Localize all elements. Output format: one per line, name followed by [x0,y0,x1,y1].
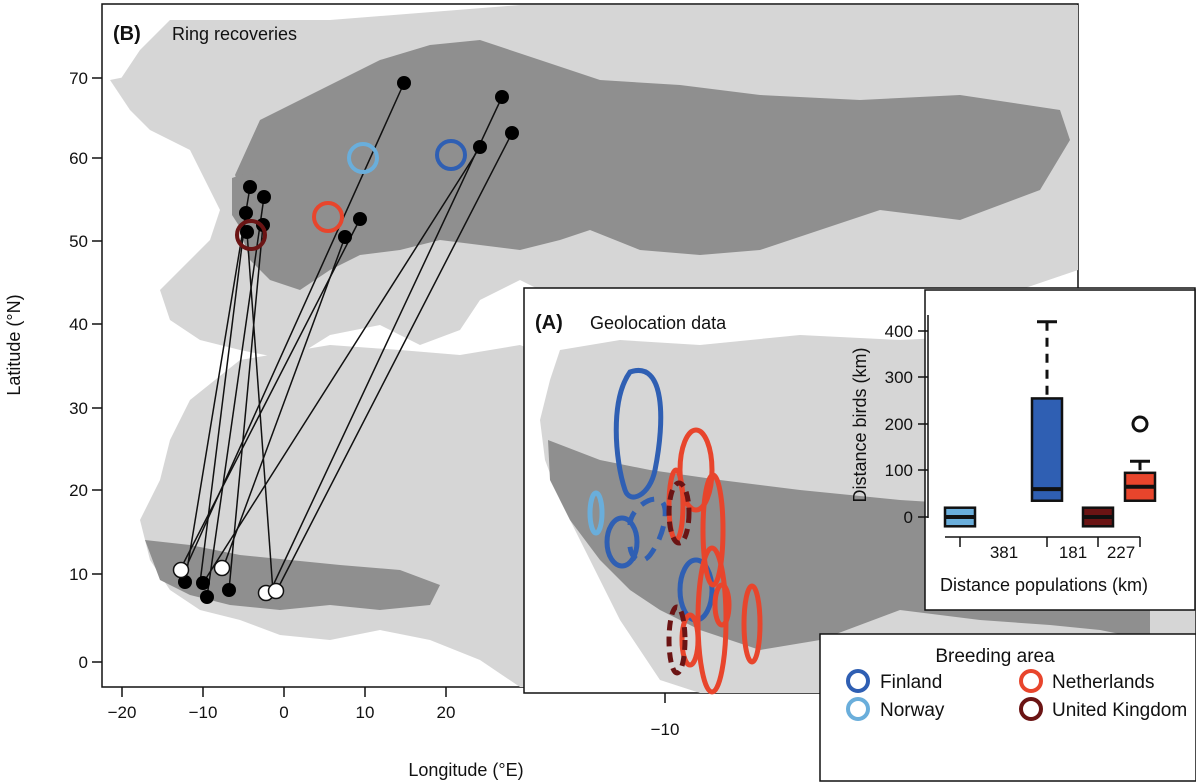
y-tick-label: 300 [885,368,913,387]
wintering-recovery-points [172,559,285,602]
panel-b-y-axis-label: Latitude (°N) [4,294,24,395]
y-tick-label: 50 [69,232,88,251]
legend-swatch-finland [846,669,870,693]
panel-a-title: Geolocation data [590,313,727,333]
boxplot-x-axis-label: Distance populations (km) [940,575,1148,595]
panel-b-axis-ticks [92,77,447,697]
boxplot-x-tick-labels: 381 181 227 [990,543,1135,562]
boxplot-marks [943,320,1157,528]
box-finland [1030,397,1064,502]
legend-label-united-kingdom: United Kingdom [1052,700,1187,721]
x-tick-label: 381 [990,543,1018,562]
boxplot-axes [918,315,1141,547]
x-tick-label: −20 [108,703,137,722]
legend-label-norway: Norway [880,700,945,721]
y-tick-label: 100 [885,461,913,480]
ring-norway [347,142,379,174]
boxplot-inset: 0 100 200 300 400 381 181 227 Distance p… [850,289,1196,611]
x-tick-label: 20 [437,703,456,722]
x-tick-label: 227 [1107,543,1135,562]
y-tick-label: 40 [69,315,88,334]
ellipse-netherlands-5 [712,582,732,628]
legend-swatch-united-kingdom [1019,697,1043,721]
recovery-lines [179,82,513,598]
y-tick-label: 30 [69,399,88,418]
y-tick-label: 0 [904,508,913,527]
x-tick-label: 0 [279,703,288,722]
ellipse-uk-1 [666,480,692,546]
legend-title: Breeding area [935,646,1055,667]
legend-frame [819,633,1196,782]
y-tick-label: 400 [885,322,913,341]
x-tick-label: −10 [189,703,218,722]
ellipse-netherlands-6 [741,583,763,665]
ellipse-netherlands-3 [700,472,726,588]
y-tick-label: 0 [79,653,88,672]
ellipse-finland-1 [613,367,664,500]
outlier-netherlands [1131,415,1149,433]
ring-finland [435,139,467,171]
breeding-recovery-points [178,76,519,604]
population-rings [235,139,467,251]
legend-label-netherlands: Netherlands [1052,672,1154,693]
panel-b-y-tick-labels: 0 10 20 30 40 50 60 70 [69,69,88,672]
breeding-range-europe [235,40,1070,290]
ellipse-finland-2 [604,515,640,569]
boxplot-y-axis-label: Distance birds (km) [850,347,870,502]
boxplot-y-tick-labels: 0 100 200 300 400 [885,322,913,527]
geolocation-ellipses [587,367,763,695]
x-tick-label: 10 [356,703,375,722]
ellipse-norway [587,490,605,536]
ring-netherlands [312,201,344,233]
ellipse-netherlands-1 [677,427,715,513]
panel-b-x-axis-label: Longitude (°E) [408,760,523,780]
legend-label-finland: Finland [880,672,942,693]
legend-swatch-netherlands [1019,669,1043,693]
panel-b-title: Ring recoveries [172,24,297,44]
x-tick-label: −10 [651,720,680,739]
ellipse-netherlands-7 [679,612,701,668]
land-iceland [110,70,190,110]
y-tick-label: 70 [69,69,88,88]
panel-a-label: (A) [535,312,563,334]
y-tick-label: 10 [69,565,88,584]
y-tick-label: 200 [885,415,913,434]
panel-b-x-tick-labels: −20 −10 0 10 20 [108,703,456,722]
ring-united-kingdom [235,219,267,251]
y-tick-label: 60 [69,149,88,168]
panel-b-label: (B) [113,23,141,45]
ellipse-uk-2 [666,604,688,676]
ellipse-finland-dashed [627,496,668,563]
breeding-range-britain [232,170,268,235]
x-tick-label: 181 [1059,543,1087,562]
legend: Breeding area Finland Netherlands Norway… [819,633,1196,782]
legend-swatch-norway [846,697,870,721]
y-tick-label: 20 [69,481,88,500]
